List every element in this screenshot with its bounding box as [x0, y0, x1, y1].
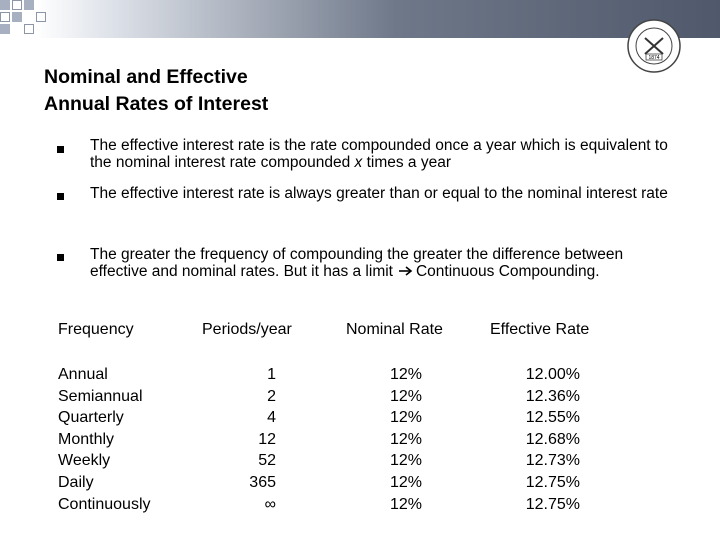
- decorative-squares: [0, 0, 60, 40]
- cell-frequency: Annual: [58, 366, 108, 383]
- cell-periods: ∞: [264, 495, 276, 513]
- page-title: Nominal and Effective Annual Rates of In…: [44, 64, 268, 118]
- title-line-2: Annual Rates of Interest: [44, 93, 269, 115]
- square-deco: [0, 0, 10, 10]
- cell-effective-rate: 12.75%: [525, 495, 580, 513]
- cell-nominal-rate: 12%: [389, 452, 422, 470]
- bullet-text-1: The effective interest rate is the rate …: [90, 137, 680, 171]
- square-bullet-icon: [57, 146, 64, 153]
- cell-nominal-rate: 12%: [389, 409, 422, 427]
- bullet-1-variable: x: [354, 154, 363, 171]
- bullet-1-part2: times a year: [362, 154, 452, 171]
- cell-periods: 4: [267, 409, 276, 427]
- cell-frequency: Semiannual: [58, 387, 143, 405]
- square-deco: [0, 12, 10, 22]
- cell-nominal-rate: 12%: [389, 474, 422, 491]
- cell-effective-rate: 12.00%: [525, 366, 580, 383]
- cell-periods: 12: [258, 430, 276, 448]
- cell-frequency: Daily: [58, 474, 94, 491]
- cell-frequency: Quarterly: [58, 409, 124, 427]
- title-line-1: Nominal and Effective: [44, 66, 248, 88]
- square-deco: [12, 0, 22, 10]
- cell-effective-rate: 12.36%: [525, 387, 580, 405]
- bullet-text-3: The greater the frequency of compounding…: [90, 246, 680, 280]
- bullet-3-part2: Continuous Compounding.: [415, 263, 600, 280]
- cell-nominal-rate: 12%: [389, 387, 422, 405]
- cell-periods: 52: [258, 452, 276, 470]
- column-header-effective: Effective Rate: [490, 321, 590, 338]
- header-band: [0, 0, 720, 38]
- square-deco: [24, 0, 34, 10]
- school-seal-icon: 1874: [626, 18, 682, 74]
- bullet-1-part1: The effective interest rate is the rate …: [90, 137, 668, 171]
- cell-frequency: Monthly: [58, 430, 115, 448]
- cell-effective-rate: 12.55%: [525, 409, 580, 427]
- cell-frequency: Continuously: [58, 495, 151, 513]
- square-deco: [0, 24, 10, 34]
- square-bullet-icon: [57, 254, 64, 261]
- cell-periods: 365: [249, 474, 276, 491]
- cell-effective-rate: 12.68%: [525, 430, 580, 448]
- svg-text:1874: 1874: [648, 55, 659, 61]
- cell-frequency: Weekly: [58, 452, 111, 470]
- square-deco: [36, 12, 46, 22]
- square-deco: [12, 12, 22, 22]
- column-header-periods: Periods/year: [202, 321, 292, 338]
- bullet-text-2: The effective interest rate is always gr…: [90, 185, 668, 202]
- cell-periods: 2: [267, 387, 276, 405]
- cell-nominal-rate: 12%: [389, 366, 422, 383]
- square-deco: [24, 24, 34, 34]
- bullet-3-part1: The greater the frequency of compounding…: [90, 246, 624, 280]
- cell-effective-rate: 12.73%: [525, 452, 580, 470]
- cell-periods: 1: [267, 366, 276, 383]
- square-bullet-icon: [57, 193, 64, 200]
- right-arrow-icon: [398, 263, 413, 280]
- cell-effective-rate: 12.75%: [525, 474, 580, 491]
- column-header-frequency: Frequency: [58, 321, 134, 338]
- cell-nominal-rate: 12%: [389, 495, 422, 513]
- column-header-nominal: Nominal Rate: [346, 321, 443, 338]
- cell-nominal-rate: 12%: [389, 430, 422, 448]
